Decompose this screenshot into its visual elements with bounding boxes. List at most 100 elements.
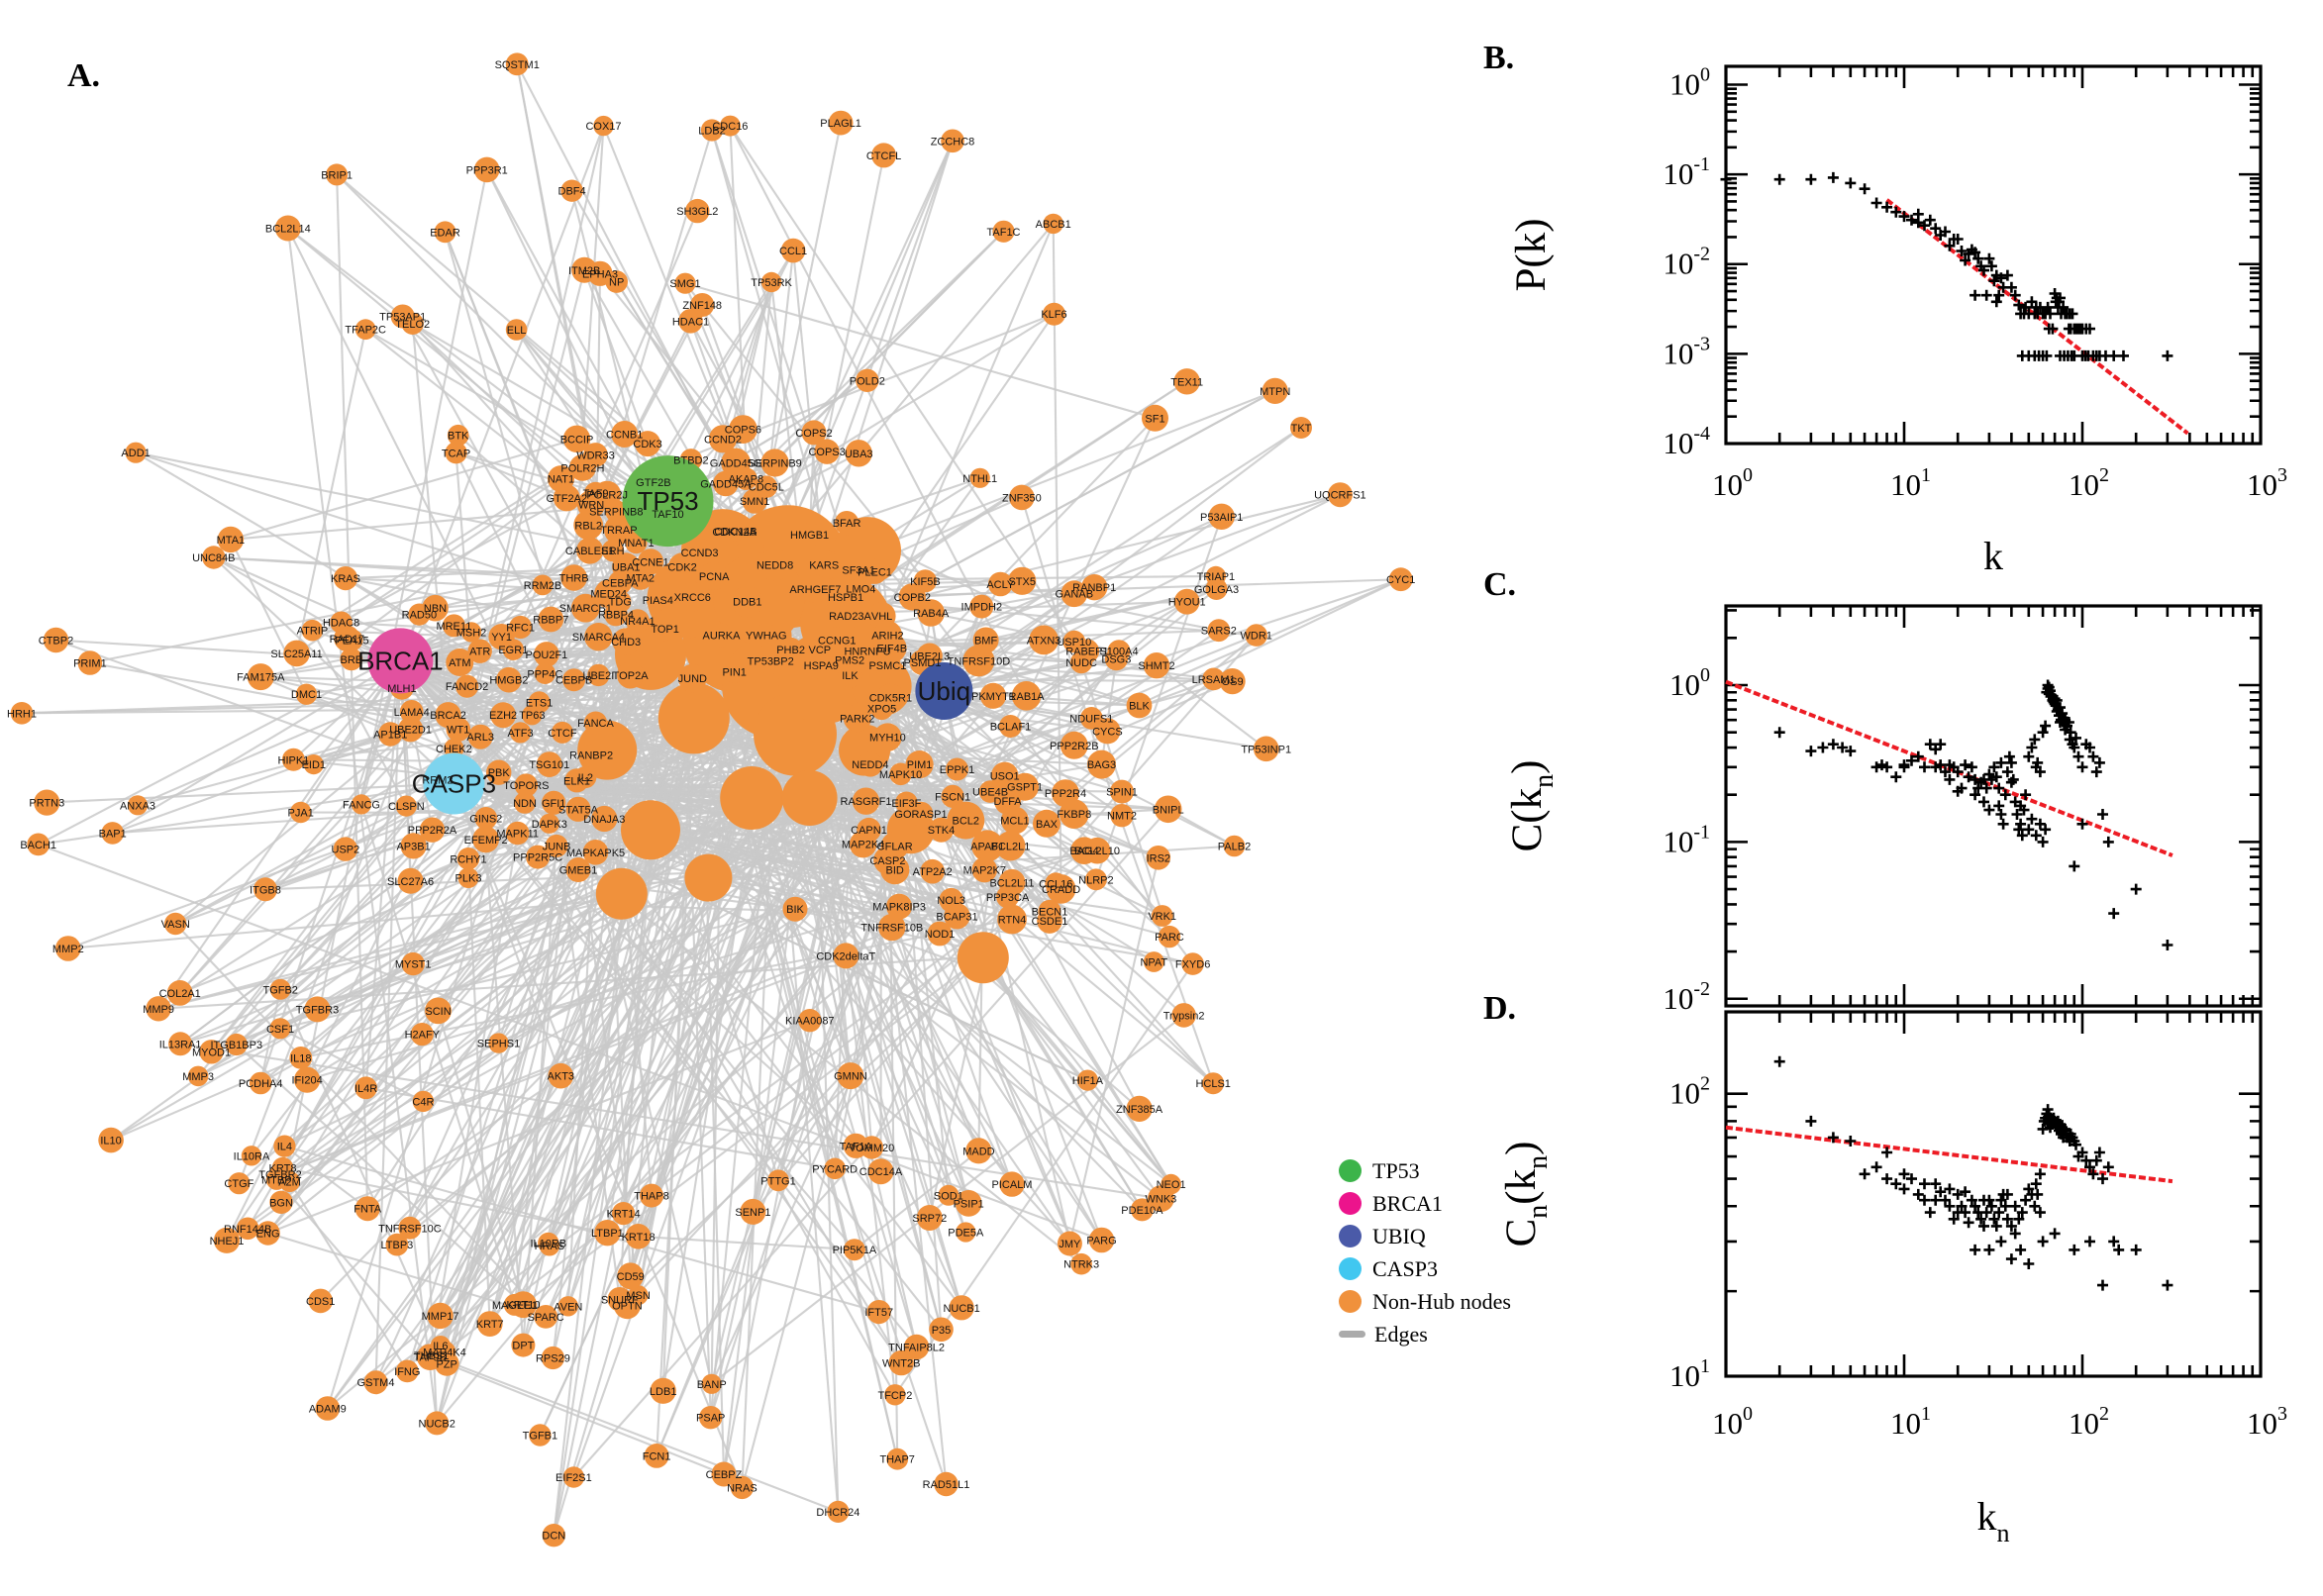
network-node xyxy=(635,431,661,457)
network-node-label: BTBD2 xyxy=(673,454,708,466)
network-node-label: BCLAF1 xyxy=(990,722,1032,734)
network-node-label: IMPDH2 xyxy=(961,602,1003,614)
network-node xyxy=(1062,630,1086,653)
network-node xyxy=(289,1047,313,1069)
network-node xyxy=(534,662,556,684)
network-node-label: UBA3 xyxy=(845,449,873,460)
network-node xyxy=(677,663,707,693)
network-node xyxy=(422,594,449,622)
network-node-label: FNTA xyxy=(354,1204,382,1216)
network-node xyxy=(988,571,1013,597)
network-node xyxy=(10,702,34,725)
network-node xyxy=(612,628,640,655)
network-node-label: NEDD4 xyxy=(852,759,888,771)
network-node-label: PPP3CA xyxy=(986,892,1030,904)
network-node xyxy=(760,271,782,293)
network-node-label: EZH2 xyxy=(489,710,517,722)
network-node-label: MMP9 xyxy=(143,1004,174,1016)
network-node xyxy=(678,309,703,334)
network-node xyxy=(612,1202,636,1226)
network-node xyxy=(888,1349,914,1376)
network-node xyxy=(127,795,149,816)
network-node-label: IL6 xyxy=(433,1341,448,1352)
network-node xyxy=(1130,1198,1154,1222)
legend-item-label: UBIQ xyxy=(1372,1223,1426,1248)
network-node xyxy=(562,1466,585,1488)
network-node-label: CCNG1 xyxy=(818,635,857,647)
network-node-label: NBN xyxy=(424,603,447,615)
network-node xyxy=(997,904,1027,935)
network-node xyxy=(1000,806,1029,835)
network-node-label: COPB2 xyxy=(894,592,931,604)
network-node-label: ATP2A2 xyxy=(913,866,953,878)
network-node xyxy=(849,831,877,858)
network-node-label: RCHY1 xyxy=(450,853,486,865)
network-node xyxy=(271,1156,294,1179)
network-node-label: IL2 xyxy=(578,772,593,784)
network-node-label: POLD2 xyxy=(850,375,885,387)
network-node xyxy=(467,639,492,663)
network-node-label: MAPK10 xyxy=(879,769,922,781)
network-node-label: CD59 xyxy=(617,1271,645,1283)
network-node xyxy=(294,1066,321,1093)
network-node-label: OS9 xyxy=(1222,676,1244,688)
network-node xyxy=(992,220,1015,243)
network-node-label: ELK1 xyxy=(563,775,590,787)
network-node xyxy=(700,119,724,142)
network-node-label: EID1 xyxy=(302,759,326,771)
network-node-label: ELL xyxy=(507,325,527,337)
network-node-label: CCNE1 xyxy=(632,556,668,568)
network-node-label: CLSPN xyxy=(388,801,425,813)
network-node-label: IFNG xyxy=(394,1366,420,1378)
network-node xyxy=(505,821,530,846)
network-node-label: VHL xyxy=(871,611,892,623)
network-node xyxy=(858,751,883,777)
x-tick-label: 100 xyxy=(1712,1403,1753,1441)
network-node-label: DMC1 xyxy=(291,689,322,701)
network-node xyxy=(850,577,872,599)
legend-item-label: Edges xyxy=(1374,1321,1428,1347)
edge-swatch-icon xyxy=(1339,1331,1365,1338)
network-node-label: TOPORS xyxy=(503,780,549,792)
legend-item-ubiq: UBIQ xyxy=(1339,1220,1511,1252)
network-node xyxy=(1173,588,1200,615)
network-node xyxy=(326,163,349,186)
network-node xyxy=(1045,872,1067,895)
network-node-label: CCL1 xyxy=(779,246,807,257)
network-node-label: MAPK8IP3 xyxy=(872,902,926,914)
network-node xyxy=(755,623,778,648)
network-node xyxy=(916,643,943,669)
network-node-label: CDK2 xyxy=(667,561,696,573)
network-node xyxy=(101,822,124,845)
network-node-label: FCN1 xyxy=(643,1450,671,1462)
network-node-label: PZP xyxy=(436,1358,456,1370)
network-node xyxy=(225,1033,248,1056)
network-node-label: SHMT2 xyxy=(1138,660,1174,672)
network-node-label: RBBP7 xyxy=(533,615,568,627)
network-node-label: MADD xyxy=(962,1146,994,1157)
x-tick-label: 103 xyxy=(2247,464,2287,502)
network-node-label: KIAA0087 xyxy=(785,1016,835,1028)
network-node xyxy=(971,830,1004,862)
network-node xyxy=(330,611,353,634)
axis-ticks xyxy=(1724,606,2263,1008)
network-node xyxy=(1069,650,1093,674)
network-node xyxy=(1009,484,1035,511)
network-node-label: EGR1 xyxy=(498,645,528,656)
plot-frame xyxy=(1724,604,2263,1008)
network-node xyxy=(613,1292,641,1320)
network-node xyxy=(164,912,187,936)
network-node-label: KRT14 xyxy=(607,1209,641,1221)
network-node-label: C4R xyxy=(412,1096,434,1108)
network-node xyxy=(473,156,500,183)
network-node xyxy=(510,1291,537,1319)
network-node-label: IL10RB xyxy=(530,1239,566,1250)
network-node-label: TGFBR2 xyxy=(258,1169,301,1181)
network-node-label: PARC xyxy=(1155,932,1184,944)
network-node-label: EFEMP2 xyxy=(464,835,508,847)
network-node-label: FSCN1 xyxy=(935,791,970,803)
network-node xyxy=(699,1406,723,1430)
network-node-label: RRM2 xyxy=(422,774,453,786)
network-node xyxy=(969,467,990,488)
network-node-label: PPP2R5C xyxy=(513,852,562,864)
